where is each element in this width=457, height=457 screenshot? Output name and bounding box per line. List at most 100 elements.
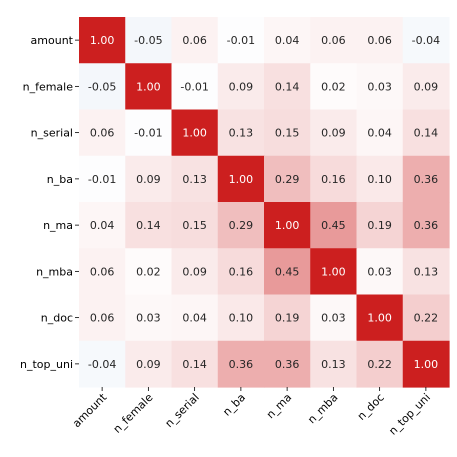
cell-value-label: 0.13 — [182, 173, 207, 186]
heatmap-cell-n-doc-n-ma — [264, 294, 311, 342]
heatmap-cell-n-mba-n-female — [125, 248, 173, 296]
cell-value-label: 0.04 — [275, 34, 300, 47]
heatmap-cell-amount-n-female — [125, 17, 173, 64]
cell-value-label: 0.09 — [182, 265, 207, 278]
heatmap-cell-n-ma-n-top-uni — [402, 202, 450, 249]
cell-value-label: 0.04 — [90, 219, 115, 232]
y-tick-label-n-ma: n_ma — [43, 219, 73, 232]
heatmap-cell-n-ba-n-top-uni — [402, 155, 450, 203]
heatmap-cell-n-top-uni-n-doc — [356, 340, 404, 388]
heatmap-cell-amount-n-mba — [310, 17, 358, 64]
heatmap-cell-n-female-n-doc — [356, 63, 404, 111]
cell-value-label: -0.04 — [412, 34, 440, 47]
y-tick-label-n-doc: n_doc — [41, 312, 73, 325]
heatmap-cell-n-top-uni-n-ma — [264, 340, 311, 388]
heatmap-cell-amount-n-serial — [171, 17, 219, 64]
heatmap-cell-n-serial-n-doc — [356, 109, 404, 157]
cell-value-label: 0.10 — [229, 312, 254, 325]
cell-value-label: 1.00 — [136, 80, 161, 93]
cell-value-label: 0.29 — [275, 173, 300, 186]
cell-value-label: 0.13 — [321, 358, 346, 371]
cell-value-label: 0.14 — [414, 127, 439, 140]
cell-value-label: -0.05 — [88, 80, 116, 93]
cell-value-label: 0.06 — [90, 265, 115, 278]
heatmap-cell-n-top-uni-amount — [79, 340, 126, 388]
heatmap-cell-amount-n-ba — [217, 17, 265, 64]
cell-value-label: -0.01 — [88, 173, 116, 186]
heatmap-cell-n-ba-n-serial — [171, 155, 219, 203]
cell-value-label: -0.01 — [180, 80, 208, 93]
heatmap-cell-n-ma-n-ma — [264, 202, 311, 249]
heatmap-cell-amount-n-top-uni — [402, 17, 450, 64]
cell-value-label: 0.19 — [367, 219, 392, 232]
cell-value-label: 0.22 — [414, 312, 439, 325]
cell-value-label: 0.36 — [229, 358, 254, 371]
cell-value-label: 0.06 — [182, 34, 207, 47]
heatmap-cell-n-top-uni-n-ba — [217, 340, 265, 388]
x-tick-label-n-doc: n_doc — [355, 391, 387, 423]
heatmap-cell-n-top-uni-n-mba — [310, 340, 358, 388]
cell-value-label: 0.16 — [321, 173, 346, 186]
cell-value-label: 1.00 — [414, 358, 439, 371]
heatmap-cell-n-ma-n-female — [125, 202, 173, 249]
cell-value-label: 0.14 — [182, 358, 207, 371]
heatmap-cell-n-ba-n-ba — [217, 155, 265, 203]
heatmap-cell-n-doc-amount — [79, 294, 126, 342]
heatmap-cell-n-ma-n-doc — [356, 202, 404, 249]
heatmap-cell-n-mba-n-ma — [264, 248, 311, 296]
cell-value-label: 0.36 — [414, 173, 439, 186]
cell-value-label: 0.09 — [136, 173, 161, 186]
heatmap-cell-n-female-n-ma — [264, 63, 311, 111]
heatmap-cell-n-serial-amount — [79, 109, 126, 157]
heatmap-cell-n-top-uni-n-female — [125, 340, 173, 388]
heatmap-cell-n-doc-n-ba — [217, 294, 265, 342]
heatmap-cell-n-serial-n-serial — [171, 109, 219, 157]
cell-value-label: 0.13 — [414, 265, 439, 278]
heatmap-cell-n-ma-amount — [79, 202, 126, 249]
heatmap-cell-n-doc-n-female — [125, 294, 173, 342]
cell-value-label: 0.09 — [136, 358, 161, 371]
y-tick-label-n-serial: n_serial — [31, 127, 73, 140]
heatmap-cell-amount-n-ma — [264, 17, 311, 64]
cell-value-label: 0.06 — [90, 127, 115, 140]
cell-value-label: 0.19 — [275, 312, 300, 325]
cell-value-label: 1.00 — [321, 265, 346, 278]
heatmap-cell-n-mba-n-doc — [356, 248, 404, 296]
cell-value-label: 1.00 — [182, 127, 207, 140]
cell-value-label: 0.29 — [229, 219, 254, 232]
heatmap-cell-n-serial-n-ma — [264, 109, 311, 157]
heatmap-cell-n-female-n-mba — [310, 63, 358, 111]
cell-value-label: 0.09 — [229, 80, 254, 93]
cell-value-label: 0.16 — [229, 265, 254, 278]
cell-value-label: 0.02 — [136, 265, 161, 278]
heatmap-cell-n-mba-n-top-uni — [402, 248, 450, 296]
cell-value-label: 1.00 — [367, 312, 392, 325]
heatmap-cell-n-ba-n-mba — [310, 155, 358, 203]
heatmap-cell-n-mba-n-serial — [171, 248, 219, 296]
cell-value-label: 0.15 — [275, 127, 300, 140]
heatmap-cell-n-doc-n-top-uni — [402, 294, 450, 342]
heatmap-cell-n-ba-n-doc — [356, 155, 404, 203]
cell-value-label: 0.09 — [414, 80, 439, 93]
cell-value-label: 1.00 — [90, 34, 115, 47]
cell-value-label: 1.00 — [229, 173, 254, 186]
y-tick-label-n-ba: n_ba — [47, 173, 73, 186]
cell-value-label: 0.45 — [321, 219, 346, 232]
heatmap-cell-n-serial-n-ba — [217, 109, 265, 157]
heatmap-cell-n-doc-n-doc — [356, 294, 404, 342]
heatmap-cell-n-female-n-ba — [217, 63, 265, 111]
y-axis: amount n_female n_serial n_ba n_ma n_mba n_doc… — [20, 34, 79, 371]
cell-value-label: 0.03 — [367, 265, 392, 278]
heatmap-cell-n-female-amount — [79, 63, 126, 111]
y-tick-label-amount: amount — [31, 34, 74, 47]
heatmap-cell-n-serial-n-top-uni — [402, 109, 450, 157]
cell-value-label: 0.14 — [275, 80, 300, 93]
cell-value-label: 0.45 — [275, 265, 300, 278]
heatmap-cell-n-doc-n-serial — [171, 294, 219, 342]
cell-value-label: 0.09 — [321, 127, 346, 140]
cell-value-label: 0.04 — [182, 312, 207, 325]
cells-layer — [79, 17, 450, 388]
y-tick-label-n-top-uni: n_top_uni — [20, 358, 73, 371]
cell-value-label: 0.03 — [136, 312, 161, 325]
